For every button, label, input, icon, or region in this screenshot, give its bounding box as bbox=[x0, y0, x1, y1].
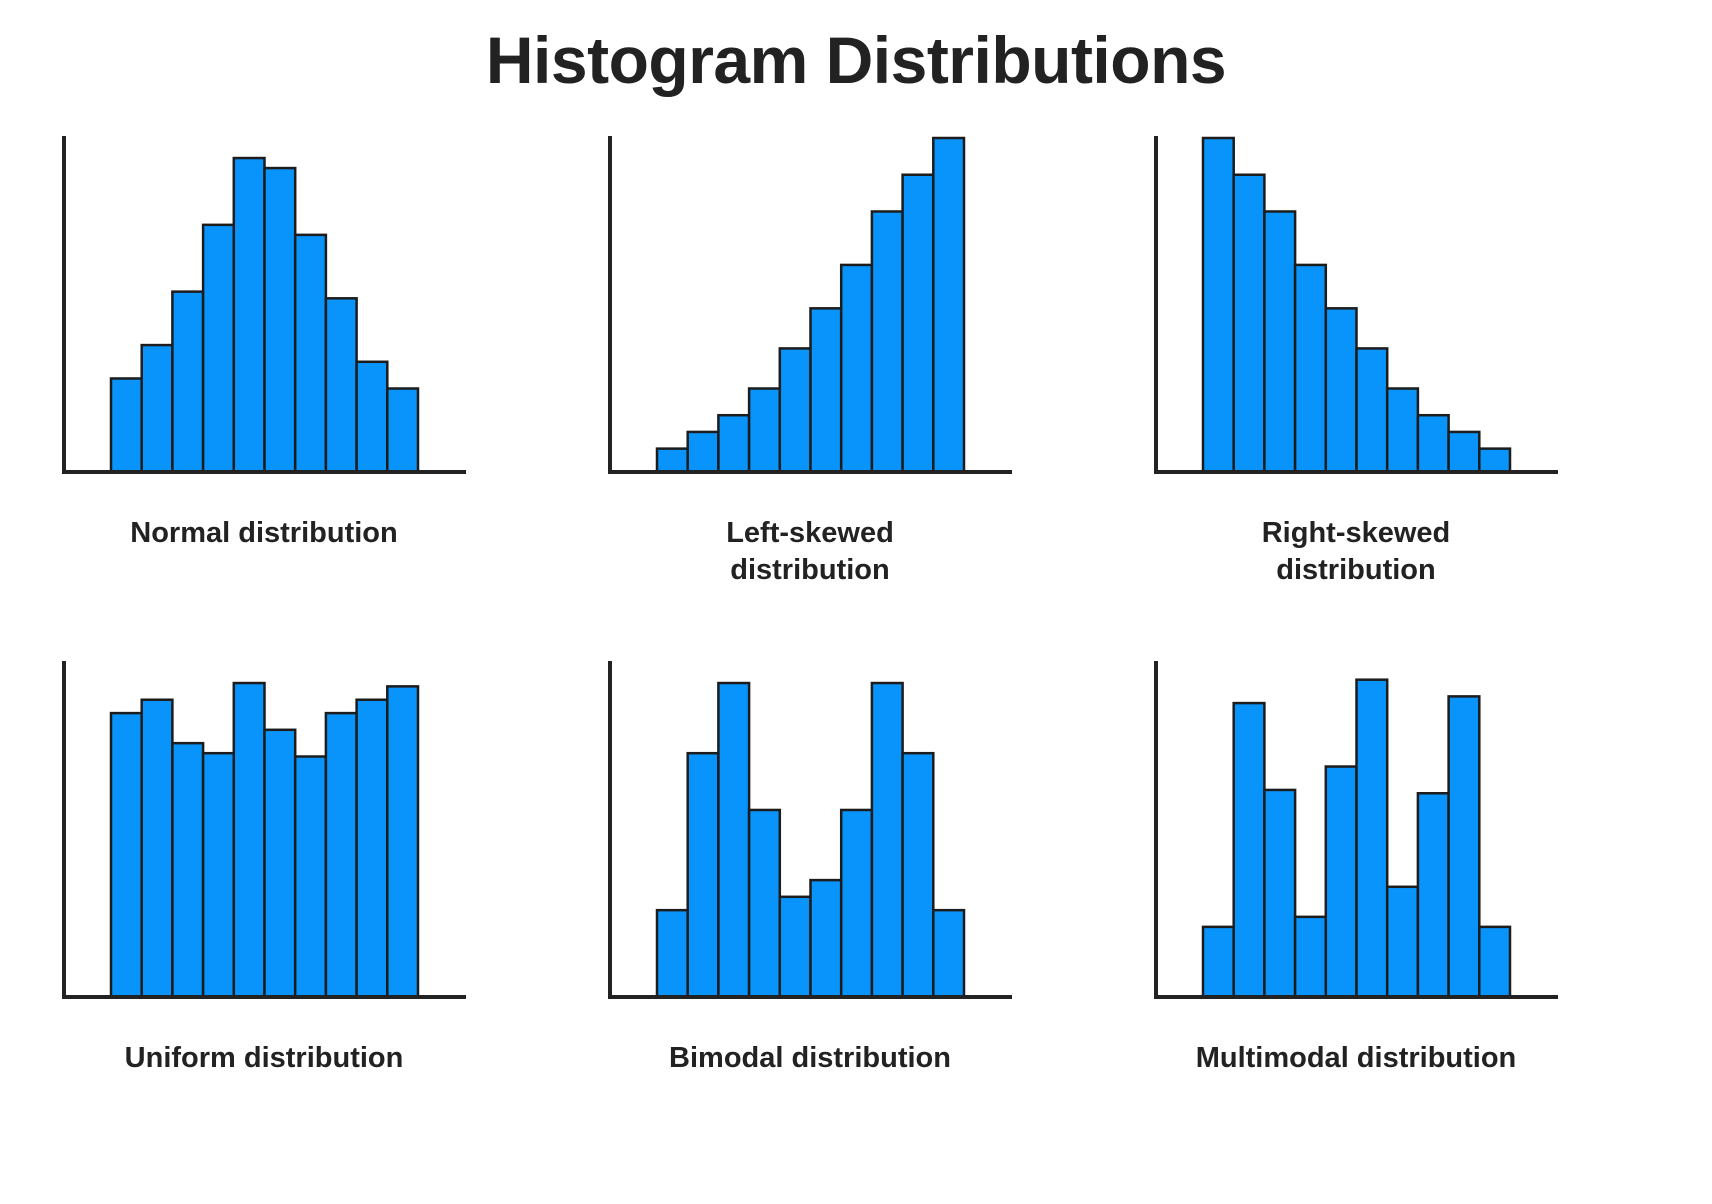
histogram-right-skewed: Right-skewed distribution bbox=[1154, 110, 1614, 586]
histogram-bar bbox=[1416, 413, 1450, 474]
histogram-bar bbox=[932, 908, 966, 999]
histogram-multimodal-caption: Multimodal distribution bbox=[1154, 1040, 1558, 1077]
histogram-bar bbox=[1355, 678, 1389, 999]
caption-line: Uniform distribution bbox=[124, 1042, 404, 1074]
histogram-bar bbox=[1324, 307, 1358, 474]
caption-line: Normal distribution bbox=[130, 517, 398, 549]
histogram-bar bbox=[201, 223, 236, 474]
histogram-bar bbox=[747, 808, 782, 999]
histogram-bar bbox=[171, 290, 205, 474]
histogram-multimodal-plot bbox=[1154, 661, 1558, 999]
histogram-bar bbox=[655, 447, 689, 474]
histogram-bar bbox=[1355, 347, 1389, 474]
histogram-bimodal-caption: Bimodal distribution bbox=[608, 1040, 1012, 1077]
histogram-normal: Normal distribution bbox=[62, 110, 522, 570]
histogram-bar bbox=[1293, 263, 1328, 474]
histogram-bar bbox=[932, 136, 966, 474]
histogram-multimodal: Multimodal distribution bbox=[1154, 635, 1614, 1095]
histogram-bar bbox=[109, 377, 143, 474]
histogram-bar bbox=[201, 751, 236, 999]
histogram-bar bbox=[293, 233, 328, 474]
histogram-bar bbox=[870, 210, 904, 474]
histogram-bar bbox=[1447, 695, 1481, 999]
histogram-bar bbox=[778, 895, 812, 999]
histogram-bar bbox=[686, 430, 720, 474]
histogram-bar bbox=[171, 741, 205, 999]
histogram-normal-caption: Normal distribution bbox=[62, 515, 466, 552]
histogram-bar bbox=[1447, 430, 1481, 474]
histogram-bar bbox=[1385, 387, 1420, 474]
histogram-bar bbox=[1416, 792, 1450, 999]
histogram-bar bbox=[901, 173, 935, 474]
histogram-uniform-plot bbox=[62, 661, 466, 999]
histogram-normal-plot bbox=[62, 136, 466, 474]
histogram-bar bbox=[1478, 447, 1512, 474]
histogram-bar bbox=[386, 387, 420, 474]
histogram-left-skewed: Left-skewed distribution bbox=[608, 110, 1068, 586]
histogram-bar bbox=[1263, 210, 1297, 474]
histogram-bar bbox=[355, 698, 389, 999]
histogram-left-skewed-caption: Left-skewed distribution bbox=[608, 515, 1012, 589]
page-title: Histogram Distributions bbox=[485, 23, 1227, 97]
histogram-bar bbox=[324, 297, 358, 474]
histogram-bar bbox=[140, 698, 174, 999]
caption-line: Bimodal distribution bbox=[669, 1042, 951, 1074]
histogram-bar bbox=[109, 711, 143, 999]
histogram-bar bbox=[717, 413, 751, 474]
histogram-bar bbox=[1324, 765, 1358, 999]
histogram-bar bbox=[386, 685, 420, 999]
histogram-bimodal-plot bbox=[608, 661, 1012, 999]
histogram-bar bbox=[747, 387, 782, 474]
histogram-right-skewed-caption: Right-skewed distribution bbox=[1154, 515, 1558, 589]
histogram-bar bbox=[1232, 173, 1266, 474]
histogram-bar bbox=[324, 711, 358, 999]
histogram-bar bbox=[901, 751, 935, 999]
histogram-bar bbox=[1293, 915, 1328, 999]
histogram-bar bbox=[1232, 701, 1266, 999]
histogram-bar bbox=[778, 347, 812, 474]
caption-line: Multimodal distribution bbox=[1195, 1042, 1517, 1074]
histogram-bar bbox=[839, 808, 874, 999]
histogram-bar bbox=[717, 681, 751, 999]
caption-line: Right-skewed bbox=[1261, 517, 1451, 549]
histogram-bar bbox=[1201, 925, 1235, 999]
histogram-uniform: Uniform distribution bbox=[62, 635, 522, 1095]
histogram-bar bbox=[1385, 885, 1420, 999]
histogram-left-skewed-plot bbox=[608, 136, 1012, 474]
histogram-bar bbox=[809, 307, 843, 474]
histogram-bar bbox=[1478, 925, 1512, 999]
histogram-bar bbox=[1201, 136, 1235, 474]
histogram-bar bbox=[1263, 788, 1297, 999]
caption-line: Left-skewed bbox=[726, 517, 894, 549]
caption-line: distribution bbox=[730, 554, 890, 586]
histogram-bar bbox=[232, 681, 266, 999]
histogram-bimodal: Bimodal distribution bbox=[608, 635, 1068, 1095]
histogram-bar bbox=[232, 156, 266, 474]
histogram-right-skewed-plot bbox=[1154, 136, 1558, 474]
histogram-uniform-caption: Uniform distribution bbox=[62, 1040, 466, 1077]
histogram-bar bbox=[263, 728, 297, 999]
histogram-bar bbox=[355, 360, 389, 474]
histogram-bar bbox=[293, 755, 328, 999]
histogram-bar bbox=[686, 751, 720, 999]
histogram-bar bbox=[655, 908, 689, 999]
histogram-bar bbox=[870, 681, 904, 999]
caption-line: distribution bbox=[1276, 554, 1436, 586]
histogram-bar bbox=[809, 878, 843, 999]
histogram-bar bbox=[839, 263, 874, 474]
histogram-bar bbox=[140, 343, 174, 474]
histogram-bar bbox=[263, 166, 297, 474]
